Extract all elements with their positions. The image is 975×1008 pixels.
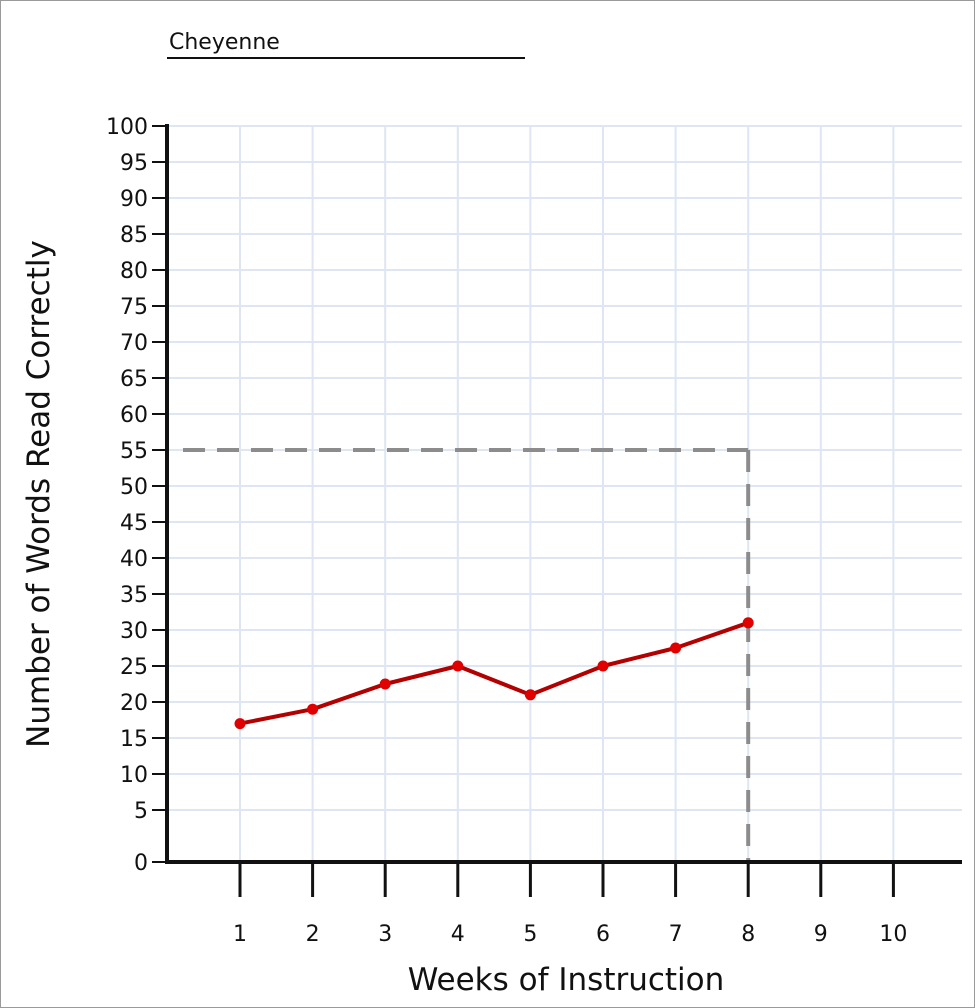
data-series xyxy=(234,617,754,730)
x-tick-label: 9 xyxy=(814,922,828,947)
data-point xyxy=(307,703,319,715)
x-tick-label: 2 xyxy=(306,922,320,947)
x-tick-label: 8 xyxy=(741,922,755,947)
data-point xyxy=(379,678,391,690)
student-name: Cheyenne xyxy=(169,30,280,55)
y-tick-label: 55 xyxy=(120,439,148,464)
y-tick-label: 80 xyxy=(120,259,148,284)
data-point xyxy=(670,642,682,654)
y-tick-label: 35 xyxy=(120,583,148,608)
data-point xyxy=(234,718,246,730)
y-tick-label: 85 xyxy=(120,223,148,248)
y-tick-label: 65 xyxy=(120,367,148,392)
goal-reference-lines xyxy=(183,448,751,862)
y-tick-label: 15 xyxy=(120,727,148,752)
data-point xyxy=(597,660,609,672)
y-tick-label: 10 xyxy=(120,763,148,788)
x-tick-label: 6 xyxy=(596,922,610,947)
y-tick-label: 100 xyxy=(106,115,148,140)
y-tick-label: 40 xyxy=(120,547,148,572)
y-tick-label: 25 xyxy=(120,655,148,680)
y-tick-label: 75 xyxy=(120,295,148,320)
x-axis-title: Weeks of Instruction xyxy=(408,962,725,998)
series-line xyxy=(239,620,749,726)
x-tick-label: 10 xyxy=(879,922,907,947)
x-tick-label: 4 xyxy=(451,922,465,947)
y-tick-label: 50 xyxy=(120,475,148,500)
y-tick-label: 90 xyxy=(120,187,148,212)
y-axis-ticks: 0 5 10 15 20 25 30 35 40 45 50 55 60 65 70 75 80 85 90 95 10… xyxy=(106,115,167,876)
y-tick-label: 5 xyxy=(134,799,148,824)
y-tick-label: 0 xyxy=(134,851,148,876)
y-tick-label: 30 xyxy=(120,619,148,644)
data-point xyxy=(742,617,754,629)
x-tick-label: 1 xyxy=(233,922,247,947)
data-point xyxy=(524,689,536,701)
y-tick-label: 70 xyxy=(120,331,148,356)
axes xyxy=(165,124,962,864)
y-tick-label: 60 xyxy=(120,403,148,428)
y-tick-label: 95 xyxy=(120,151,148,176)
x-tick-label: 3 xyxy=(378,922,392,947)
x-axis-ticks: 1 2 3 4 5 6 7 8 9 10 xyxy=(233,862,907,947)
x-tick-label: 5 xyxy=(523,922,537,947)
data-point xyxy=(452,660,464,672)
y-axis-title: Number of Words Read Correctly xyxy=(21,240,57,748)
y-tick-label: 20 xyxy=(120,691,148,716)
grid xyxy=(167,125,962,862)
y-tick-label: 45 xyxy=(120,511,148,536)
x-tick-label: 7 xyxy=(669,922,683,947)
